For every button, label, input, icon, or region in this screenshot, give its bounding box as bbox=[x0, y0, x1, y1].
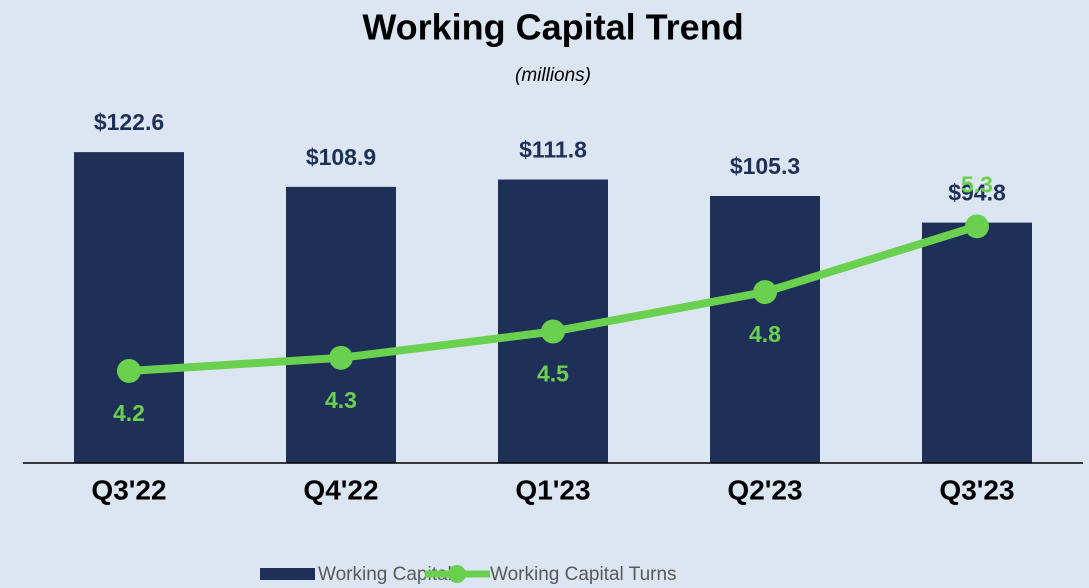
chart-title: Working Capital Trend bbox=[362, 7, 743, 48]
line-point bbox=[117, 358, 141, 383]
bar-value-label: $111.8 bbox=[519, 137, 587, 163]
legend-label: Working Capital Turns bbox=[490, 564, 677, 585]
bar bbox=[74, 152, 184, 463]
bar bbox=[286, 186, 396, 463]
legend-swatch-marker bbox=[448, 565, 466, 583]
x-tick-label: Q3'23 bbox=[939, 474, 1014, 505]
bar-value-label: $94.8 bbox=[948, 180, 1006, 206]
x-tick-label: Q4'22 bbox=[303, 474, 378, 505]
chart-subtitle: (millions) bbox=[515, 65, 591, 86]
line-value-label: 4.5 bbox=[537, 361, 569, 387]
bar-value-label: $108.9 bbox=[306, 144, 376, 170]
line-value-label: 4.2 bbox=[113, 400, 145, 426]
line-value-label: 4.3 bbox=[325, 387, 357, 413]
line-point bbox=[541, 319, 565, 344]
line-value-label: 4.8 bbox=[749, 321, 781, 347]
x-tick-label: Q1'23 bbox=[515, 474, 590, 505]
bar bbox=[922, 222, 1032, 463]
legend-label: Working Capital bbox=[318, 564, 452, 585]
x-tick-label: Q2'23 bbox=[727, 474, 802, 505]
bar-value-label: $122.6 bbox=[94, 109, 164, 135]
line-point bbox=[753, 280, 777, 305]
line-point bbox=[329, 345, 353, 370]
bar-value-label: $105.3 bbox=[730, 153, 800, 179]
bar bbox=[710, 195, 820, 463]
line-point bbox=[965, 214, 989, 239]
x-tick-label: Q3'22 bbox=[91, 474, 166, 505]
line-value-label: 5.3 bbox=[961, 171, 993, 197]
legend-swatch bbox=[260, 568, 315, 580]
